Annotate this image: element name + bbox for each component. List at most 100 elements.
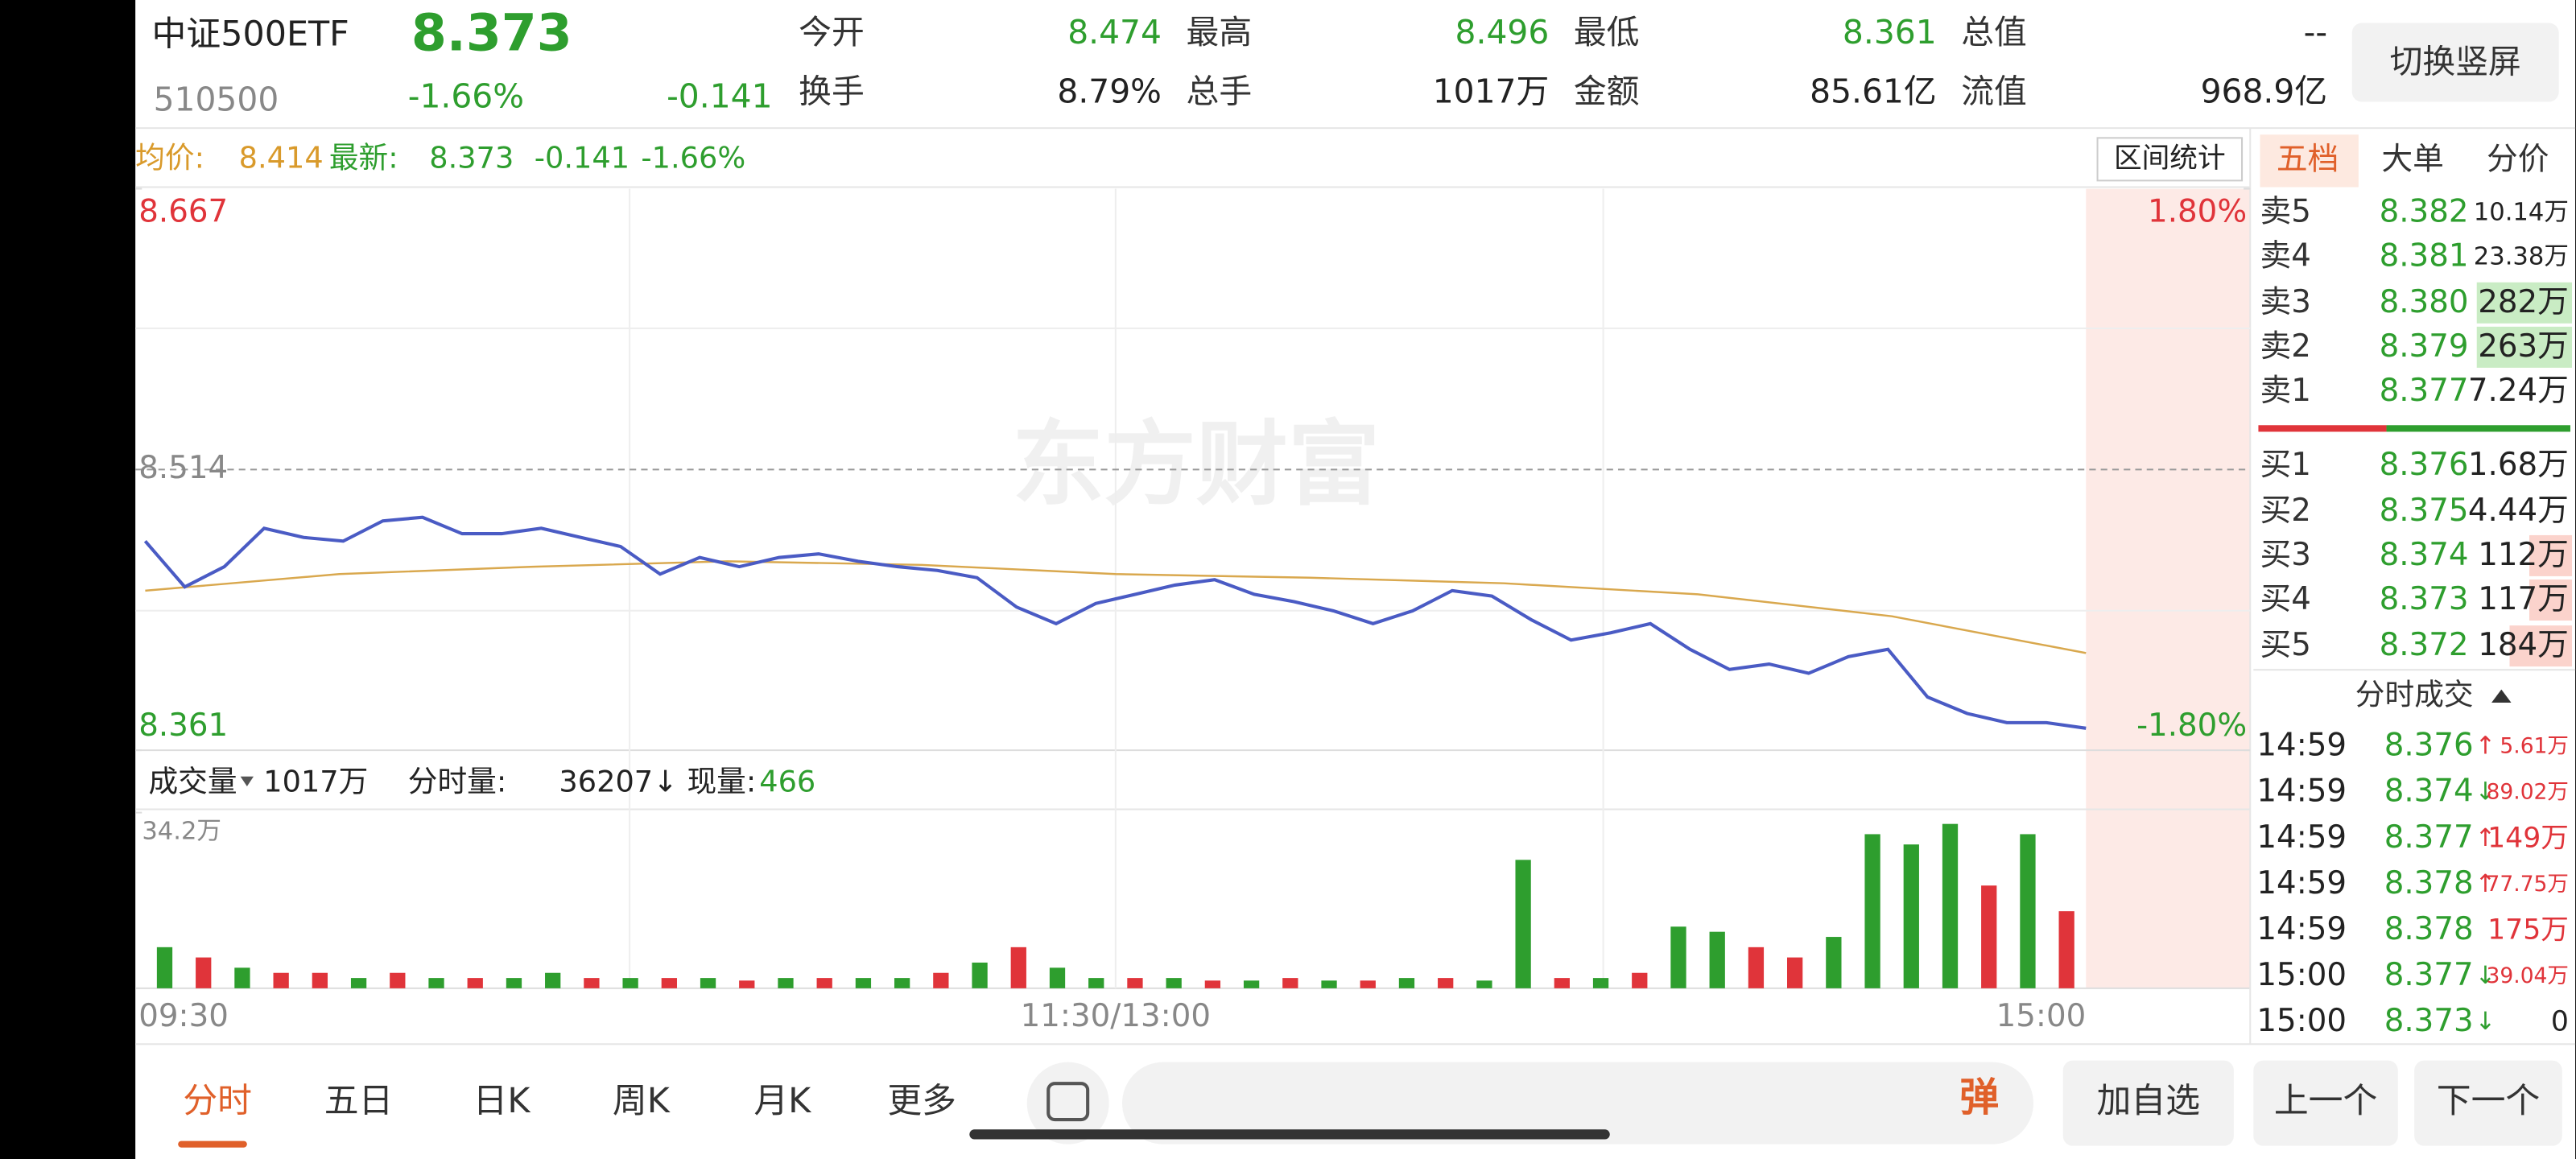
volume-bar (1476, 980, 1492, 988)
volume-bar (700, 978, 716, 988)
trade-volume: 0 (2551, 1006, 2569, 1038)
label: 最新: (329, 140, 398, 175)
label: 8.373 (429, 140, 514, 175)
comment-icon-bg[interactable] (1026, 1062, 1109, 1145)
label: -0.141 (535, 140, 630, 175)
stat-label: 今开 (799, 13, 865, 52)
trade-time: 14:59 (2256, 773, 2347, 810)
ask-bar (2258, 425, 2387, 432)
bottom-tab[interactable]: 周K (613, 1081, 671, 1121)
volume-bar (1166, 978, 1182, 988)
bottom-tab[interactable]: 月K (753, 1081, 811, 1121)
side-tab[interactable]: 分价 (2487, 141, 2549, 177)
trade-volume: 175万 (2487, 914, 2569, 946)
book-volume: 10.14万 (2474, 199, 2569, 227)
book-volume: 263万 (2478, 328, 2569, 365)
volume-bar (1088, 978, 1104, 988)
volume-bar (933, 972, 949, 988)
security-code: 510500 (154, 80, 279, 118)
book-price: 8.380 (2380, 284, 2469, 320)
action-button[interactable]: 下一个 (2437, 1081, 2540, 1121)
after-hours-shade (2086, 188, 2251, 988)
watermark: 东方财富 (1012, 411, 1380, 518)
stat-value: 8.361 (1843, 13, 1937, 52)
danmaku-toggle[interactable]: 弹 (1959, 1074, 1999, 1120)
book-volume: 112万 (2478, 537, 2569, 573)
button-bg[interactable] (2414, 1060, 2562, 1146)
highlight (2509, 625, 2573, 667)
stat-value: 8.496 (1455, 13, 1550, 52)
action-button[interactable]: 加自选 (2097, 1081, 2200, 1121)
x-tick-label: 15:00 (1996, 998, 2087, 1034)
label: 分时量: (408, 764, 506, 798)
tab-underline (178, 1140, 247, 1148)
bottom-tab[interactable]: 更多 (887, 1081, 956, 1121)
trade-time: 15:00 (2256, 957, 2347, 993)
comment-icon[interactable] (1046, 1082, 1090, 1122)
book-volume: 1.68万 (2468, 447, 2569, 483)
volume-bar (1748, 947, 1765, 988)
book-price: 8.372 (2380, 627, 2469, 663)
volume-bar (390, 972, 406, 988)
book-label: 卖2 (2260, 328, 2310, 365)
volume-bar (816, 978, 832, 988)
book-label: 买2 (2260, 493, 2310, 529)
stat-value: 1017万 (1433, 72, 1550, 110)
volume-bar (1438, 978, 1454, 988)
volume-bar (855, 978, 872, 988)
label: 成交量 (148, 764, 237, 798)
trade-volume: 39.04万 (2487, 963, 2569, 988)
avg-line (145, 560, 2087, 654)
book-label: 卖5 (2260, 194, 2310, 230)
trade-time: 15:00 (2256, 1003, 2347, 1039)
volume-bar (1981, 885, 1997, 988)
input-box[interactable] (1121, 1062, 2034, 1145)
highlight (2529, 534, 2573, 576)
trade-arrow: ↑ (2475, 824, 2496, 852)
rotate-button[interactable]: 切换竖屏 (2390, 43, 2521, 81)
volume-bar (1942, 823, 1959, 988)
volume-bar (1670, 926, 1686, 988)
label: 1017万 (263, 764, 368, 798)
y2-tick-label: -1.80% (2136, 707, 2247, 744)
button-bg[interactable] (2253, 1060, 2398, 1146)
book-price: 8.377 (2380, 373, 2469, 409)
bottom-tab[interactable]: 五日 (324, 1081, 394, 1121)
bottom-tab[interactable]: 分时 (183, 1081, 252, 1121)
volume-bar (1204, 980, 1221, 988)
x-tick-label: 09:30 (138, 998, 229, 1034)
trade-price: 8.373 (2384, 1003, 2474, 1039)
book-volume: 4.44万 (2468, 493, 2569, 529)
volume-bar (1786, 957, 1803, 988)
y-tick-label: 8.514 (138, 450, 228, 486)
volume-bar (1826, 937, 1842, 988)
trade-arrow: ↓ (2475, 1008, 2496, 1036)
button-bg[interactable] (2062, 1060, 2234, 1146)
volume-bar (1127, 978, 1143, 988)
bottom-tab[interactable]: 日K (473, 1081, 531, 1121)
book-price: 8.379 (2380, 328, 2469, 365)
trade-price: 8.377 (2384, 957, 2474, 993)
book-volume: 7.24万 (2468, 373, 2569, 409)
book-label: 买3 (2260, 537, 2310, 573)
trades-title: 分时成交 (2355, 677, 2474, 711)
volume-bar (312, 972, 328, 988)
trade-price: 8.378 (2384, 865, 2474, 901)
volume-bar (1864, 834, 1880, 988)
volume-bar (1049, 967, 1066, 988)
range-button-bg[interactable] (2096, 137, 2244, 182)
side-tab[interactable]: 五档 (2277, 141, 2339, 177)
book-label: 卖3 (2260, 284, 2310, 320)
y2-tick-label: 1.80% (2148, 194, 2247, 230)
book-label: 买1 (2260, 447, 2310, 483)
action-button[interactable]: 上一个 (2274, 1081, 2377, 1121)
dropdown-arrow[interactable] (240, 776, 254, 786)
side-tab[interactable]: 大单 (2381, 141, 2444, 177)
highlight (2476, 326, 2573, 368)
rotate-button-bg[interactable] (2351, 23, 2559, 102)
range-button[interactable]: 区间统计 (2114, 142, 2226, 175)
active-tab-bg[interactable] (2260, 134, 2359, 188)
trade-price: 8.377 (2384, 819, 2474, 856)
